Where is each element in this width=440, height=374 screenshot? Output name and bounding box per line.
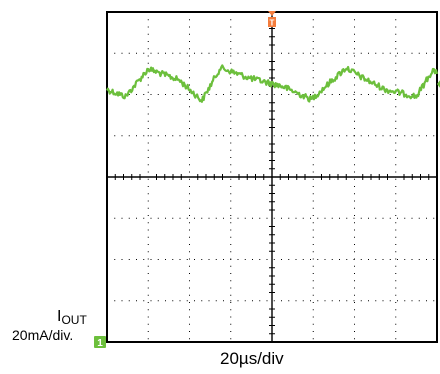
ground-marker-label: 1: [97, 338, 103, 349]
channel-scale-label: 20mA/div.: [12, 327, 74, 343]
trigger-arrow: [268, 11, 276, 16]
ground-marker: [94, 336, 106, 348]
channel-label: IOUT: [57, 308, 87, 327]
trigger-marker-label: T: [270, 19, 275, 28]
level-marker: [437, 80, 440, 88]
x-axis-label: 20µs/div: [220, 349, 284, 368]
marker-group: 1T: [94, 11, 440, 349]
series-trace: [106, 64, 439, 103]
trace-group: [106, 64, 439, 103]
trigger-marker: [268, 17, 276, 27]
